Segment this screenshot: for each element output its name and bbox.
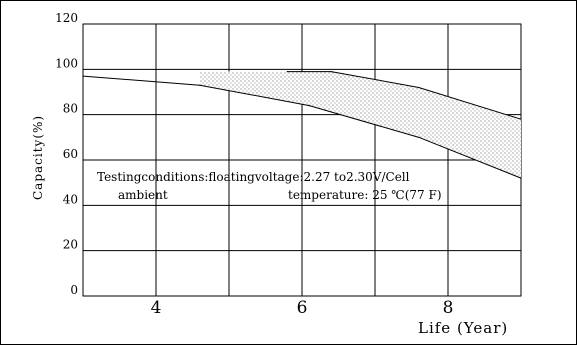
series-2-point	[418, 86, 420, 89]
y-tick-label: 100	[55, 56, 78, 70]
y-tick-label: 0	[70, 283, 78, 297]
series-1-point	[308, 105, 310, 107]
series-2-point	[286, 71, 288, 73]
series-group	[82, 71, 522, 179]
capacity-range-band	[199, 71, 522, 179]
testing-conditions-annotation: Testingconditions:floatingvoltage:2.27 t…	[97, 170, 410, 184]
series-1-point	[199, 84, 201, 86]
series-1-point	[418, 136, 420, 138]
y-tick-label: 20	[63, 238, 78, 252]
ambient-annotation: ambient	[118, 188, 168, 202]
x-tick-label: 8	[443, 298, 454, 318]
series-2-point	[520, 118, 522, 120]
series-1-point	[82, 75, 84, 77]
y-tick-label: 120	[55, 11, 78, 25]
grid	[82, 23, 522, 297]
shaded-band	[199, 71, 522, 179]
x-tick-label: 6	[297, 298, 308, 318]
x-tick-label: 4	[151, 298, 162, 318]
series-1-point	[520, 177, 522, 179]
y-tick-label: 60	[63, 147, 78, 161]
y-tick-labels: 0 20 40 60 80 100 120	[55, 11, 78, 297]
y-tick-label: 40	[63, 192, 78, 206]
series-line-2	[287, 71, 522, 120]
temperature-annotation: temperature: 25 ℃(77 F)	[288, 188, 442, 202]
y-axis-label: Capacity(%)	[31, 115, 45, 200]
x-tick-labels: 4 6 8	[151, 298, 454, 318]
y-tick-label: 80	[63, 102, 78, 116]
x-axis-label: Life (Year)	[418, 319, 508, 337]
series-2-point	[330, 71, 332, 73]
